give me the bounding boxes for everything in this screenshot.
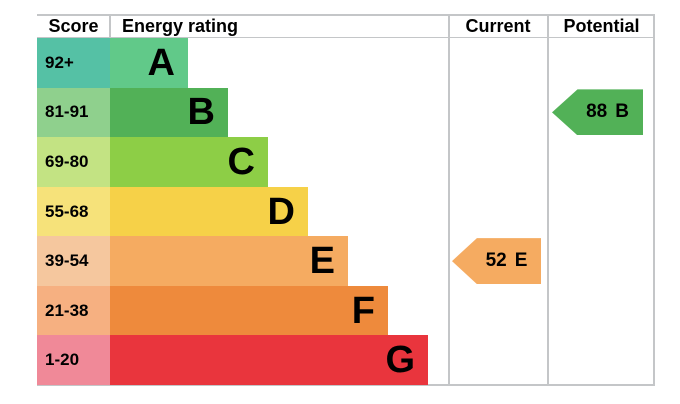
score-range-label: 21-38 xyxy=(45,300,89,320)
rating-letter: D xyxy=(267,190,295,233)
rating-letter: C xyxy=(227,140,255,183)
table-right-border xyxy=(653,14,655,386)
score-column-divider xyxy=(109,14,111,38)
rating-band-row: 92+ A xyxy=(37,38,428,88)
score-range-label: 55-68 xyxy=(45,201,89,221)
potential-rating-arrow: 88 B xyxy=(552,89,643,136)
potential-score-value: 88 xyxy=(586,101,608,123)
column-header-score: Score xyxy=(48,16,99,36)
score-range-cell: 92+ xyxy=(37,38,110,88)
score-range-cell: 1-20 xyxy=(37,335,110,386)
rating-bar: D xyxy=(110,186,308,237)
rating-letter: F xyxy=(351,289,375,332)
rating-band-row: 39-54 E xyxy=(37,236,428,286)
rating-bar: B xyxy=(110,87,228,138)
current-score-value: 52 xyxy=(485,250,507,272)
rating-letter: A xyxy=(147,41,175,84)
rating-letter: E xyxy=(309,240,335,283)
rating-bands: 92+ A 81-91 B 69-80 C 55-68 xyxy=(37,38,428,386)
score-range-label: 92+ xyxy=(45,52,74,72)
current-column-divider xyxy=(448,14,450,386)
score-range-cell: 69-80 xyxy=(37,137,110,187)
rating-letter: B xyxy=(187,91,215,134)
rating-bar: F xyxy=(110,285,388,336)
rating-bar: A xyxy=(110,38,188,88)
rating-bar: G xyxy=(110,335,428,386)
score-range-label: 81-91 xyxy=(45,102,89,122)
potential-column-divider xyxy=(547,14,549,386)
score-range-cell: 39-54 xyxy=(37,236,110,286)
current-band-letter: E xyxy=(514,250,528,272)
score-range-cell: 55-68 xyxy=(37,186,110,237)
potential-band-letter: B xyxy=(615,101,629,123)
score-range-label: 39-54 xyxy=(45,251,89,271)
rating-band-row: 81-91 B xyxy=(37,87,428,138)
column-header-potential: Potential xyxy=(563,16,640,36)
rating-letter: G xyxy=(385,339,415,382)
rating-band-row: 69-80 C xyxy=(37,137,428,187)
header-separator-line xyxy=(37,37,655,38)
score-range-label: 1-20 xyxy=(45,350,80,370)
column-header-energy-rating: Energy rating xyxy=(122,16,239,36)
rating-bar: C xyxy=(110,137,268,187)
rating-band-row: 1-20 G xyxy=(37,335,428,386)
score-range-label: 69-80 xyxy=(45,151,89,171)
score-range-cell: 81-91 xyxy=(37,87,110,138)
rating-band-row: 55-68 D xyxy=(37,186,428,237)
rating-bar: E xyxy=(110,236,348,286)
column-header-current: Current xyxy=(465,16,531,36)
score-range-cell: 21-38 xyxy=(37,285,110,336)
rating-band-row: 21-38 F xyxy=(37,285,428,336)
table-top-border xyxy=(37,14,655,16)
current-rating-arrow: 52 E xyxy=(452,238,541,285)
